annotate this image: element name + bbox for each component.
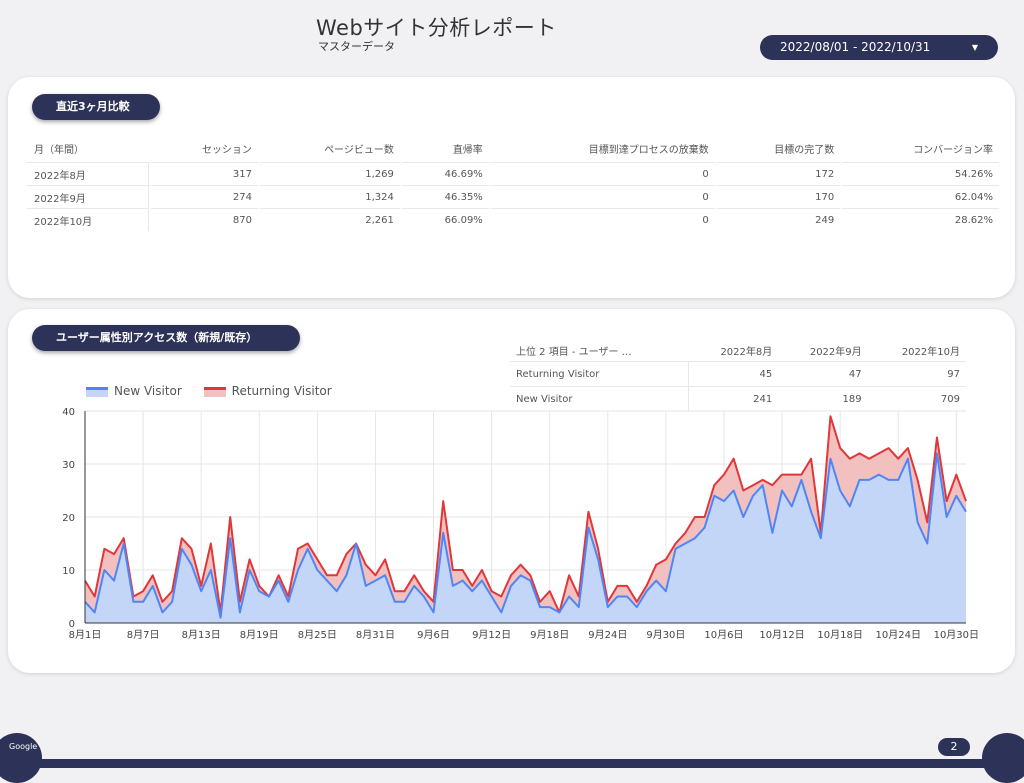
table-cell: 2,261 <box>257 208 400 231</box>
column-header[interactable]: コンバージョン率 <box>840 137 999 162</box>
table-cell: 46.35% <box>399 185 489 208</box>
date-range-picker[interactable]: 2022/08/01 - 2022/10/31 ▼ <box>760 35 998 60</box>
table-cell: 47 <box>778 361 868 386</box>
table-header-row: 上位 2 項目 - ユーザー … 2022年8月 2022年9月 2022年10… <box>510 339 966 361</box>
table-cell: 45 <box>688 361 779 386</box>
report-title: Webサイト分析レポート <box>316 16 557 40</box>
y-tick-label: 20 <box>62 513 75 524</box>
comparison-card: 直近3ヶ月比較 月（年間） セッション ページビュー数 直帰率 目標到達プロセス… <box>8 77 1015 298</box>
table-cell: 870 <box>149 208 258 231</box>
table-cell: 97 <box>867 361 966 386</box>
x-tick-label: 8月7日 <box>127 629 160 641</box>
table-cell: 2022年10月 <box>25 208 150 231</box>
table-cell: 241 <box>688 386 779 411</box>
footer-bar <box>0 759 1024 768</box>
legend-swatch-returning <box>203 386 226 397</box>
column-header[interactable]: 目標の完了数 <box>714 137 841 162</box>
caret-down-icon: ▼ <box>971 43 978 52</box>
table-cell: Returning Visitor <box>510 361 689 386</box>
y-tick-label: 10 <box>62 566 75 577</box>
y-tick-label: 0 <box>69 619 75 630</box>
table-cell: 0 <box>488 162 715 185</box>
y-tick-label: 30 <box>62 460 75 471</box>
comparison-table: 月（年間） セッション ページビュー数 直帰率 目標到達プロセスの放棄数 目標の… <box>25 137 999 231</box>
column-header[interactable]: セッション <box>149 137 258 162</box>
table-cell: 709 <box>867 386 966 411</box>
table-cell: 172 <box>714 162 841 185</box>
x-tick-label: 9月30日 <box>646 629 685 641</box>
x-tick-label: 8月31日 <box>356 629 395 641</box>
section-title-visitor-type: ユーザー属性別アクセス数（新規/既存） <box>32 325 300 351</box>
column-header[interactable]: ページビュー数 <box>257 137 400 162</box>
table-row: 2022年10月 870 2,261 66.09% 0 249 28.62% <box>25 208 999 231</box>
visitor-type-card: ユーザー属性別アクセス数（新規/既存） 上位 2 項目 - ユーザー … 202… <box>8 309 1015 673</box>
column-header[interactable]: 上位 2 項目 - ユーザー … <box>516 346 632 358</box>
table-cell: 170 <box>714 185 841 208</box>
column-header[interactable]: 目標到達プロセスの放棄数 <box>488 137 715 162</box>
line-new-visitor <box>84 452 967 619</box>
x-tick-label: 10月6日 <box>704 629 743 641</box>
column-header[interactable]: 2022年8月 <box>720 346 773 358</box>
table-cell: 66.09% <box>399 208 489 231</box>
x-tick-label: 9月6日 <box>417 629 450 641</box>
table-cell: 28.62% <box>840 208 999 231</box>
table-row: 2022年9月 274 1,324 46.35% 0 170 62.04% <box>25 185 999 208</box>
table-cell: 62.04% <box>840 185 999 208</box>
report-subtitle: マスターデータ <box>318 40 395 53</box>
x-tick-label: 10月30日 <box>934 629 979 641</box>
visitor-type-table: 上位 2 項目 - ユーザー … 2022年8月 2022年9月 2022年10… <box>510 339 966 411</box>
table-cell: 249 <box>714 208 841 231</box>
chart-legend: New Visitor Returning Visitor <box>86 384 350 398</box>
table-cell: 317 <box>149 162 258 185</box>
column-header[interactable]: 月（年間） <box>25 137 150 162</box>
table-cell: 0 <box>488 185 715 208</box>
google-logo: Google <box>0 733 42 783</box>
legend-label: Returning Visitor <box>231 384 332 398</box>
corner-decoration <box>982 733 1024 783</box>
x-tick-label: 8月25日 <box>298 629 337 641</box>
legend-swatch-new <box>86 386 108 397</box>
table-cell: 1,269 <box>257 162 400 185</box>
table-row: New Visitor 241 189 709 <box>510 386 966 411</box>
table-cell: 2022年8月 <box>25 162 150 185</box>
x-tick-label: 8月1日 <box>69 629 102 641</box>
table-cell: 2022年9月 <box>25 185 150 208</box>
legend-item-returning-visitor[interactable]: Returning Visitor <box>203 384 332 398</box>
x-tick-label: 10月18日 <box>817 629 862 641</box>
table-cell: 189 <box>778 386 868 411</box>
area-new-visitor <box>85 453 966 623</box>
table-cell: New Visitor <box>510 386 689 411</box>
x-tick-label: 10月24日 <box>876 629 921 641</box>
x-tick-label: 8月13日 <box>182 629 221 641</box>
table-cell: 1,324 <box>257 185 400 208</box>
column-header[interactable]: 直帰率 <box>399 137 489 162</box>
column-header[interactable]: 2022年9月 <box>809 346 862 358</box>
date-range-value: 2022/08/01 - 2022/10/31 <box>780 40 931 54</box>
table-row: 2022年8月 317 1,269 46.69% 0 172 54.26% <box>25 162 999 185</box>
table-row: Returning Visitor 45 47 97 <box>510 361 966 386</box>
x-tick-label: 8月19日 <box>240 629 279 641</box>
table-cell: 0 <box>488 208 715 231</box>
y-tick-label: 40 <box>62 407 75 418</box>
section-title-comparison: 直近3ヶ月比較 <box>32 94 160 120</box>
table-cell: 274 <box>149 185 258 208</box>
x-tick-label: 9月24日 <box>588 629 627 641</box>
page-number: 2 <box>938 738 970 756</box>
table-cell: 46.69% <box>399 162 489 185</box>
table-cell: 54.26% <box>840 162 999 185</box>
visitor-area-chart: 0 10 20 30 40 8月1日 8月7日 8月13日 8月19日 8月25日 8月31日 9月6… <box>62 407 979 641</box>
column-header[interactable]: 2022年10月 <box>901 346 960 358</box>
x-tick-label: 9月18日 <box>530 629 569 641</box>
legend-label: New Visitor <box>114 384 182 398</box>
line-returning-visitor <box>84 415 967 614</box>
x-tick-label: 10月12日 <box>759 629 804 641</box>
legend-item-new-visitor[interactable]: New Visitor <box>86 384 182 398</box>
table-header-row: 月（年間） セッション ページビュー数 直帰率 目標到達プロセスの放棄数 目標の… <box>25 137 999 162</box>
x-tick-label: 9月12日 <box>472 629 511 641</box>
google-logo-text: Google <box>9 742 38 751</box>
